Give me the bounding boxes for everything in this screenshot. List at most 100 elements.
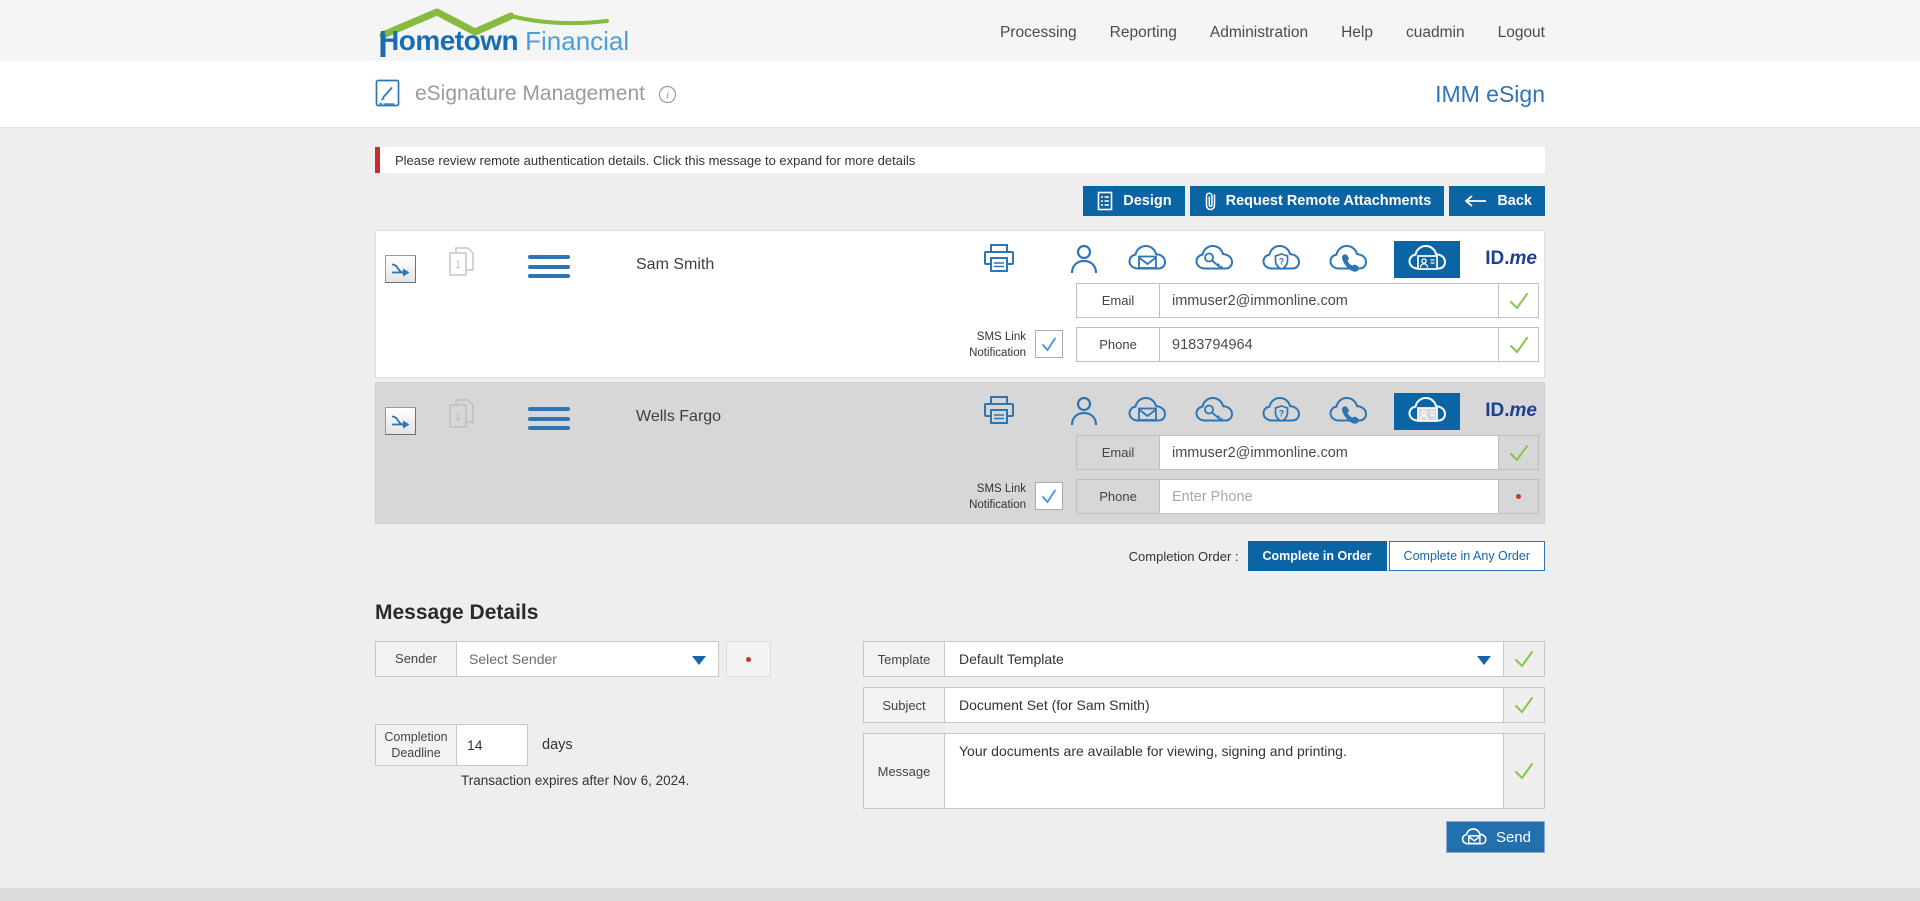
hometown-financial-logo: Hometown Financial: [375, 3, 675, 59]
completion-order-row: Completion Order : Complete in Order Com…: [375, 541, 1545, 571]
email-field-row: Email: [1076, 283, 1539, 318]
send-row: Send: [863, 821, 1545, 853]
back-button[interactable]: Back: [1449, 186, 1545, 216]
chevron-down-icon: [692, 656, 706, 665]
email-valid-check: [1498, 436, 1538, 469]
phone-input[interactable]: [1160, 480, 1498, 513]
product-name: IMM eSign: [1435, 80, 1545, 107]
subject-input[interactable]: Document Set (for Sam Smith): [945, 688, 1503, 722]
message-textarea[interactable]: Your documents are available for viewing…: [945, 734, 1503, 808]
check-icon: [1509, 336, 1528, 354]
nav-processing[interactable]: Processing: [999, 23, 1077, 41]
cloud-idcard-auth-selected[interactable]: [1394, 392, 1461, 430]
check-icon: [1509, 292, 1528, 310]
nav-help[interactable]: Help: [1341, 23, 1373, 41]
email-input[interactable]: [1160, 284, 1498, 317]
send-cloud-email-icon: [1461, 827, 1487, 845]
template-valid-check: [1503, 642, 1544, 676]
cloud-key-icon[interactable]: [1193, 395, 1235, 427]
main-nav: Processing Reporting Administration Help…: [1000, 20, 1545, 42]
back-arrow-icon: [1464, 195, 1487, 207]
message-row: Message Your documents are available for…: [863, 733, 1545, 809]
sender-select[interactable]: Select Sender: [456, 641, 719, 677]
cloud-email-icon[interactable]: [1126, 243, 1168, 275]
svg-text:?: ?: [1279, 257, 1285, 267]
drag-handle-icon[interactable]: [528, 255, 570, 284]
cloud-phone-icon[interactable]: [1327, 243, 1369, 275]
svg-text:?: ?: [1279, 409, 1285, 419]
complete-in-any-order-button[interactable]: Complete in Any Order: [1388, 541, 1545, 571]
drag-handle-icon[interactable]: [528, 407, 570, 436]
send-button[interactable]: Send: [1445, 821, 1545, 853]
auth-method-strip: ?: [1067, 238, 1537, 280]
template-row: Template Default Template: [863, 641, 1545, 677]
person-auth-icon[interactable]: [1067, 394, 1101, 428]
cloud-key-icon[interactable]: [1193, 243, 1235, 275]
cloud-phone-icon[interactable]: [1327, 395, 1369, 427]
email-valid-check: [1498, 284, 1538, 317]
cloud-security-question-icon[interactable]: ?: [1260, 395, 1302, 427]
deadline-days-input[interactable]: [456, 724, 528, 766]
sms-link-notification-label: SMS Link Notification: [969, 331, 1026, 359]
cloud-idcard-auth-selected[interactable]: [1394, 240, 1461, 278]
back-button-label: Back: [1497, 193, 1532, 209]
sms-notification-checkbox[interactable]: [1035, 482, 1063, 510]
remote-auth-alert[interactable]: Please review remote authentication deta…: [375, 147, 1545, 173]
document-count-icon[interactable]: 1: [446, 397, 476, 431]
logo-suffix: Financial: [525, 25, 630, 56]
merge-arrow-icon: [391, 263, 410, 276]
document-count-icon[interactable]: 1: [446, 245, 476, 279]
complete-in-order-button[interactable]: Complete in Order: [1247, 541, 1387, 571]
idme-logo[interactable]: ID.me: [1485, 400, 1537, 422]
request-remote-attachments-button[interactable]: Request Remote Attachments: [1189, 186, 1445, 216]
recipient-card-sam-smith: 1 Sam Smith: [375, 230, 1545, 378]
subject-valid-check: [1503, 688, 1544, 722]
email-field-row: Email: [1076, 435, 1539, 470]
subject-row: Subject Document Set (for Sam Smith): [863, 687, 1545, 723]
nav-reporting[interactable]: Reporting: [1109, 23, 1177, 41]
phone-required-marker: [1498, 480, 1538, 513]
print-icon[interactable]: [981, 242, 1017, 281]
sms-notification-checkbox[interactable]: [1035, 330, 1063, 358]
design-button[interactable]: Design: [1083, 186, 1185, 216]
nav-administration[interactable]: Administration: [1209, 23, 1309, 41]
idme-logo[interactable]: ID.me: [1485, 248, 1537, 270]
sender-label: Sender: [375, 641, 456, 677]
merge-order-button[interactable]: [385, 255, 416, 283]
nav-logout[interactable]: Logout: [1497, 23, 1545, 41]
sms-link-notification-label: SMS Link Notification: [969, 483, 1026, 511]
email-input[interactable]: [1160, 436, 1498, 469]
phone-label: Phone: [1077, 480, 1160, 513]
recipient-card-wells-fargo: 1 Wells Fargo: [375, 382, 1545, 524]
email-label: Email: [1077, 284, 1160, 317]
cloud-email-icon[interactable]: [1126, 395, 1168, 427]
cloud-security-question-icon[interactable]: ?: [1260, 243, 1302, 275]
nav-user-cuadmin[interactable]: cuadmin: [1405, 23, 1465, 41]
deadline-unit-label: days: [542, 737, 573, 753]
message-details-form: Sender Select Sender Completion Deadline…: [375, 641, 1545, 853]
merge-order-button[interactable]: [385, 407, 416, 435]
subject-value: Document Set (for Sam Smith): [959, 697, 1150, 713]
check-icon: [1515, 651, 1533, 668]
request-remote-attachments-label: Request Remote Attachments: [1225, 193, 1432, 209]
phone-input[interactable]: [1160, 328, 1498, 361]
phone-label: Phone: [1077, 328, 1160, 361]
idme-id: ID.: [1485, 248, 1510, 269]
auth-method-strip: ?: [1067, 390, 1537, 432]
print-icon[interactable]: [981, 394, 1017, 433]
person-auth-icon[interactable]: [1067, 242, 1101, 276]
page-header: eSignature Management i IMM eSign: [0, 61, 1920, 128]
action-toolbar: Design Request Remote Attachments Back: [375, 186, 1545, 216]
signature-document-icon: [375, 79, 400, 107]
message-details-heading: Message Details: [375, 601, 539, 624]
logo-name: Hometown: [379, 24, 519, 56]
recipient-name: Wells Fargo: [636, 408, 722, 425]
template-selected-value: Default Template: [959, 651, 1064, 667]
expiry-note: Transaction expires after Nov 6, 2024.: [461, 773, 690, 788]
template-select[interactable]: Default Template: [945, 642, 1503, 676]
sender-required-marker: [726, 641, 771, 677]
checkbox-check-icon: [1042, 337, 1056, 352]
chevron-down-icon: [1477, 656, 1491, 665]
info-icon[interactable]: i: [658, 85, 677, 104]
alert-text: Please review remote authentication deta…: [395, 152, 916, 168]
